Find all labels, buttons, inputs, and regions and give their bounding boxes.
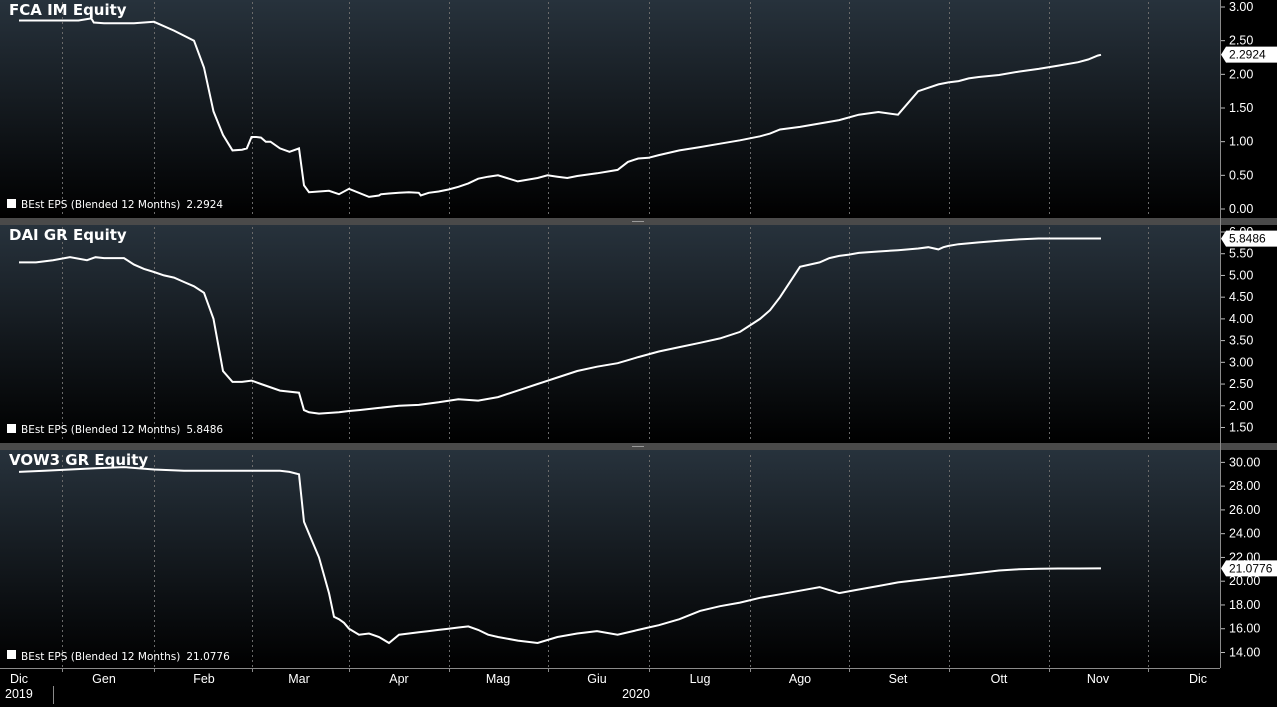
y-tick-label: 28.00 (1229, 479, 1260, 493)
panel-dai-legend-swatch (7, 424, 16, 433)
panel-dai-title: DAI GR Equity (9, 226, 127, 244)
x-tick-label: Feb (193, 672, 215, 686)
panel-fca-legend-swatch (7, 199, 16, 208)
y-tick-label: 3.00 (1229, 0, 1253, 14)
x-tick-label: Mar (288, 672, 310, 686)
panel-vow3-legend-swatch (7, 650, 16, 659)
x-tick-label: Lug (690, 672, 711, 686)
y-tick-label: 4.50 (1229, 290, 1253, 304)
x-tick-label: Apr (389, 672, 408, 686)
y-tick-label: 5.00 (1229, 268, 1253, 282)
y-tick-label: 2.00 (1229, 67, 1253, 81)
panel-dai-series-line (19, 237, 1101, 415)
x-tick-label: Set (889, 672, 908, 686)
x-tick-label: Nov (1087, 672, 1110, 686)
panel-fca-legend-label: BEst EPS (Blended 12 Months) 2.2924 (21, 199, 223, 211)
y-tick-label: 16.00 (1229, 622, 1260, 636)
y-tick-label: 26.00 (1229, 503, 1260, 517)
panel-fca-title: FCA IM Equity (9, 1, 127, 19)
panel-fca-value-tag: 2.2924 (1221, 46, 1277, 63)
x-tick-label: Giu (587, 672, 607, 686)
x-tick-label: Ago (789, 672, 811, 686)
x-tick-label: Ott (991, 672, 1008, 686)
x-tick-label: Dic (1189, 672, 1207, 686)
panel-dai-value-tag: 5.8486 (1221, 230, 1277, 247)
panel-vow3-legend-label: BEst EPS (Blended 12 Months) 21.0776 (21, 651, 230, 663)
x-tick-label: Gen (92, 672, 116, 686)
panel-vow3-value-tag: 21.0776 (1221, 560, 1277, 577)
y-tick-label: 2.50 (1229, 34, 1253, 48)
x-axis: Dic Gen Feb Mar Apr Mag Giu Lug Ago Set Ott Nov Dic … (0, 668, 1220, 704)
panel-vow3-value-tag-text: 21.0776 (1229, 561, 1273, 575)
x-tick-label: Mag (486, 672, 510, 686)
y-tick-label: 0.50 (1229, 168, 1253, 182)
panel-vow3-grid (62, 455, 1149, 669)
x-axis-ticks: Dic Gen Feb Mar Apr Mag Giu Lug Ago Set Ott Nov Dic (10, 668, 1207, 686)
y-tick-label: 30.00 (1229, 455, 1260, 469)
y-tick-label: 3.50 (1229, 334, 1253, 348)
panel-dai-grid (62, 227, 1149, 441)
panel-dai-legend-label: BEst EPS (Blended 12 Months) 5.8486 (21, 424, 223, 436)
y-tick-label: 18.00 (1229, 598, 1260, 612)
y-tick-label: 1.00 (1229, 135, 1253, 149)
panel-fca-value-tag-text: 2.2924 (1229, 48, 1266, 62)
panel-dai: 1.502.002.503.003.504.004.505.005.506.00… (0, 225, 1277, 443)
y-tick-label: 4.00 (1229, 312, 1253, 326)
panel-fca-series-line (19, 17, 1102, 198)
panel-fca: 0.00 0.50 1.00 1.50 2.00 2.50 3.00 FCA IM Equi… (0, 0, 1277, 218)
panel-vow3-y-axis: 14.0016.0018.0020.0022.0024.0026.0028.00… (1220, 455, 1260, 659)
y-tick-label: 20.00 (1229, 574, 1260, 588)
x-tick-label: Dic (10, 672, 28, 686)
y-tick-label: 2.00 (1229, 399, 1253, 413)
y-tick-label: 2.50 (1229, 377, 1253, 391)
panel-fca-y-axis: 0.00 0.50 1.00 1.50 2.00 2.50 3.00 (1220, 0, 1253, 216)
panel-dai-background (0, 225, 1220, 443)
panel-dai-value-tag-text: 5.8486 (1229, 232, 1266, 246)
x-axis-year-start: 2019 (5, 687, 33, 701)
panel-fca-grid (62, 2, 1149, 216)
panel-dai-y-axis: 1.502.002.503.003.504.004.505.005.506.00 (1220, 225, 1253, 434)
x-axis-year-mid: 2020 (622, 687, 650, 701)
y-tick-label: 0.00 (1229, 202, 1253, 216)
y-tick-label: 1.50 (1229, 420, 1253, 434)
panel-vow3-background (0, 450, 1220, 668)
y-tick-label: 5.50 (1229, 247, 1253, 261)
y-tick-label: 24.00 (1229, 527, 1260, 541)
panel-vow3-series-line (18, 466, 1101, 645)
y-tick-label: 1.50 (1229, 101, 1253, 115)
y-tick-label: 14.00 (1229, 645, 1260, 659)
panel-vow3: 14.0016.0018.0020.0022.0024.0026.0028.00… (0, 450, 1277, 669)
panel-fca-background (0, 0, 1220, 218)
panel-vow3-title: VOW3 GR Equity (9, 451, 148, 469)
y-tick-label: 3.00 (1229, 355, 1253, 369)
